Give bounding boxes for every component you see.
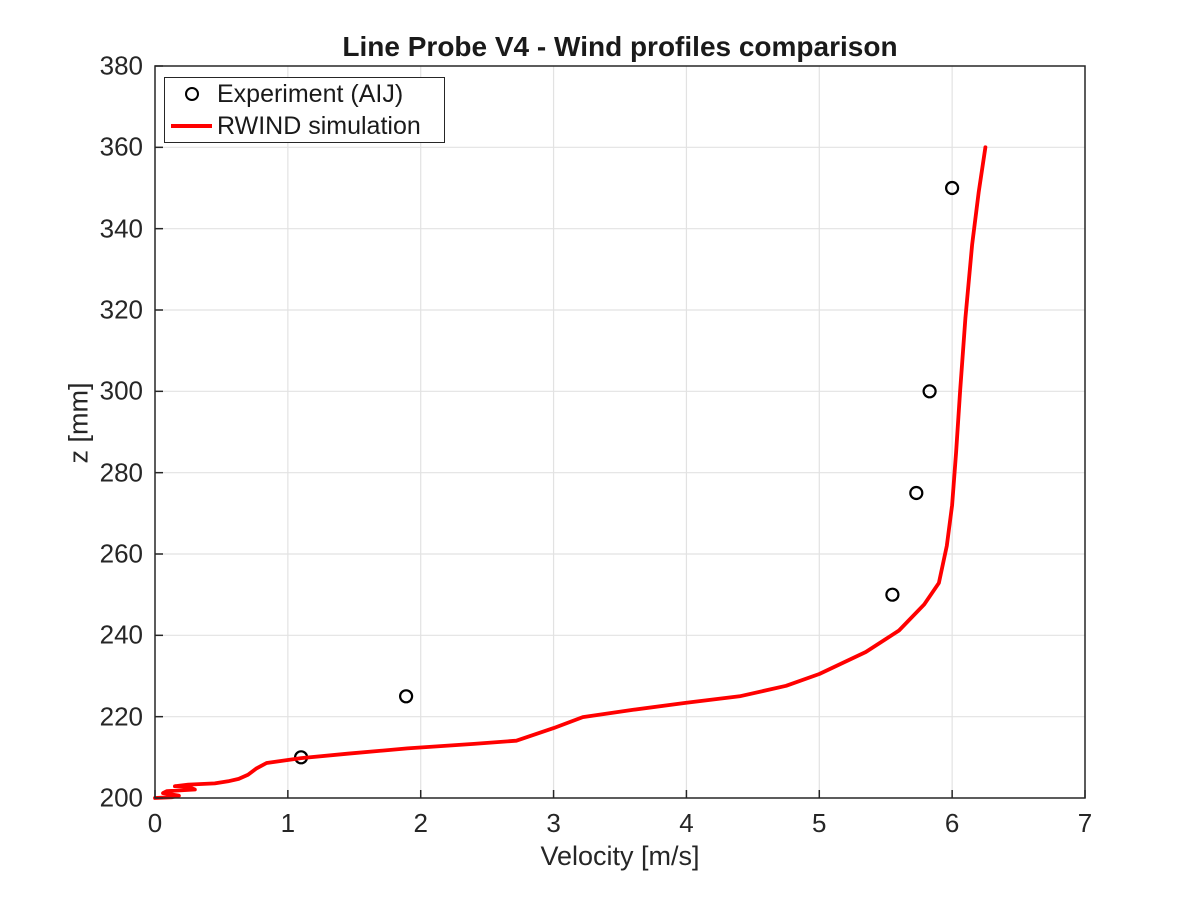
x-axis-label: Velocity [m/s] bbox=[540, 841, 700, 871]
x-tick-label: 7 bbox=[1077, 808, 1093, 838]
x-tick-label: 6 bbox=[944, 808, 960, 838]
red-line-marker-icon bbox=[171, 124, 212, 128]
y-tick-label: 220 bbox=[99, 701, 143, 732]
rwind-simulation-line bbox=[153, 145, 988, 800]
y-tick-label: 340 bbox=[99, 213, 143, 244]
x-tick-label: 3 bbox=[546, 808, 561, 838]
x-tick-label: 2 bbox=[413, 808, 428, 838]
x-tick-label: 0 bbox=[147, 808, 163, 838]
legend-label-rwind: RWIND simulation bbox=[217, 111, 421, 140]
y-axis-label: z [mm] bbox=[63, 382, 94, 464]
legend-label-experiment: Experiment (AIJ) bbox=[217, 79, 404, 108]
y-tick-label: 240 bbox=[99, 619, 143, 650]
experiment-point bbox=[909, 485, 924, 501]
y-tick-label: 260 bbox=[99, 538, 143, 569]
y-tick-label: 300 bbox=[99, 375, 143, 406]
x-tick-label: 5 bbox=[812, 808, 827, 838]
legend-entry-experiment: Experiment (AIJ) bbox=[165, 78, 444, 110]
y-tick-label: 280 bbox=[99, 457, 143, 488]
open-circle-marker-icon bbox=[185, 87, 199, 101]
y-tick-label: 360 bbox=[99, 131, 143, 162]
x-tick-label: 1 bbox=[280, 808, 296, 838]
y-tick-label: 320 bbox=[99, 294, 143, 325]
legend-entry-rwind: RWIND simulation bbox=[165, 110, 444, 142]
experiment-point bbox=[922, 384, 937, 399]
y-tick-label: 380 bbox=[99, 50, 143, 81]
axes-box bbox=[154, 65, 1086, 799]
y-tick-label: 200 bbox=[99, 782, 143, 813]
experiment-point bbox=[944, 180, 960, 196]
experiment-point bbox=[885, 587, 900, 602]
chart-title: Line Probe V4 - Wind profiles comparison bbox=[342, 31, 898, 62]
experiment-point bbox=[399, 689, 414, 704]
x-tick-label: 4 bbox=[679, 808, 694, 838]
legend: Experiment (AIJ) RWIND simulation bbox=[164, 77, 445, 143]
